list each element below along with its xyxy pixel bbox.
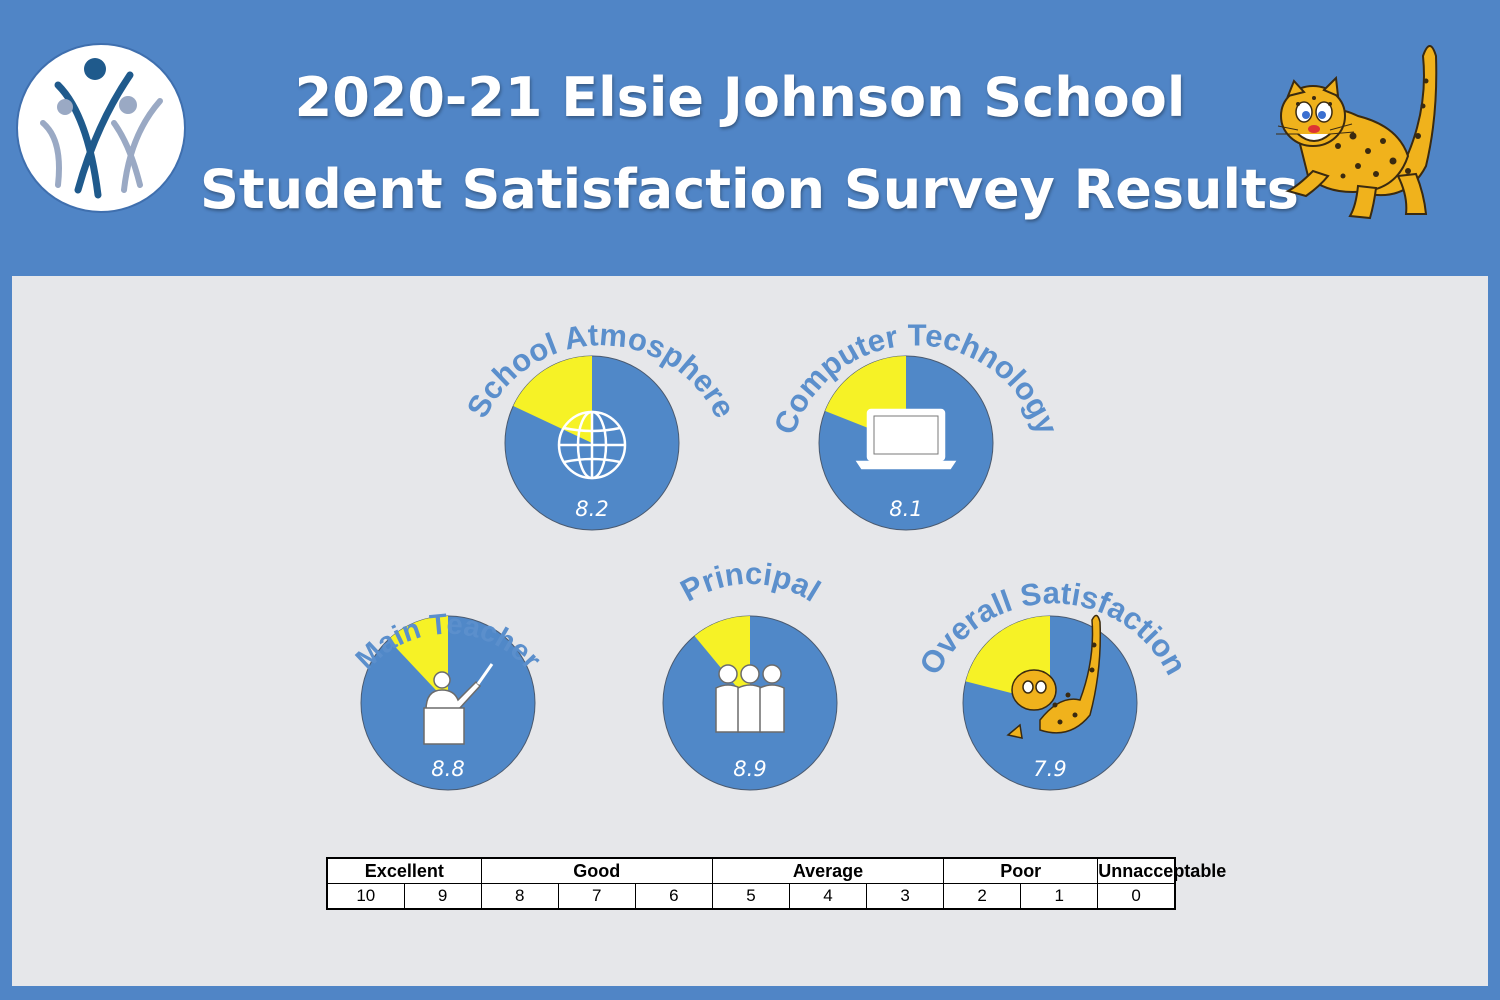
pie-chart-4: 8.9 Principal bbox=[662, 556, 838, 791]
title-line-2: Student Satisfaction Survey Results bbox=[200, 158, 1299, 221]
page-title: 2020-21 Elsie Johnson School Student Sat… bbox=[200, 52, 1299, 236]
pie-value-label: 8.9 bbox=[733, 757, 766, 781]
scale-poor: Poor bbox=[943, 857, 1099, 884]
scale-number: 2 bbox=[943, 883, 1022, 910]
scale-number: 6 bbox=[634, 883, 713, 910]
laptop-icon bbox=[855, 408, 957, 470]
scale-number: 0 bbox=[1097, 883, 1176, 910]
district-people-logo-icon bbox=[40, 58, 163, 199]
pie-slice-remainder bbox=[694, 616, 750, 703]
scale-category-row: Excellent Good Average Poor Unnacceptabl… bbox=[326, 857, 1226, 884]
pie-category-label: Principal bbox=[675, 556, 827, 609]
pie-value-label: 7.9 bbox=[1033, 757, 1066, 781]
title-line-1: 2020-21 Elsie Johnson School bbox=[294, 66, 1186, 129]
teacher-icon bbox=[423, 663, 494, 745]
rating-scale-table: Excellent Good Average Poor Unnacceptabl… bbox=[326, 857, 1226, 910]
scale-number: 8 bbox=[480, 883, 559, 910]
scale-number: 7 bbox=[557, 883, 636, 910]
scale-unacceptable: Unnacceptable bbox=[1097, 857, 1226, 884]
scale-number: 4 bbox=[788, 883, 868, 910]
pie-slice-remainder bbox=[513, 356, 592, 443]
scale-number: 9 bbox=[403, 883, 482, 910]
pie-value-label: 8.8 bbox=[431, 757, 464, 781]
scale-good: Good bbox=[480, 857, 713, 884]
header: 2020-21 Elsie Johnson School Student Sat… bbox=[0, 0, 1500, 262]
results-panel: 8.2 School Atmosphere 8.1 Computer Technolo… bbox=[12, 276, 1488, 986]
pie-slice-remainder bbox=[388, 616, 448, 703]
globe-icon bbox=[557, 410, 627, 480]
scale-number: 3 bbox=[866, 883, 945, 910]
scale-average: Average bbox=[711, 857, 945, 884]
district-logo bbox=[16, 43, 186, 213]
scale-number: 1 bbox=[1020, 883, 1099, 910]
pie-value-label: 8.1 bbox=[889, 497, 922, 521]
jaguar-mascot-icon bbox=[1006, 614, 1102, 739]
scale-excellent: Excellent bbox=[326, 857, 482, 884]
scale-number: 5 bbox=[711, 883, 790, 910]
pie-value-label: 8.2 bbox=[575, 497, 608, 521]
group-icon bbox=[715, 664, 785, 733]
jaguar-mascot-icon bbox=[1258, 26, 1458, 226]
scale-number-row: 10 9 8 7 6 5 4 3 2 1 0 bbox=[326, 883, 1176, 910]
scale-number: 10 bbox=[326, 883, 405, 910]
